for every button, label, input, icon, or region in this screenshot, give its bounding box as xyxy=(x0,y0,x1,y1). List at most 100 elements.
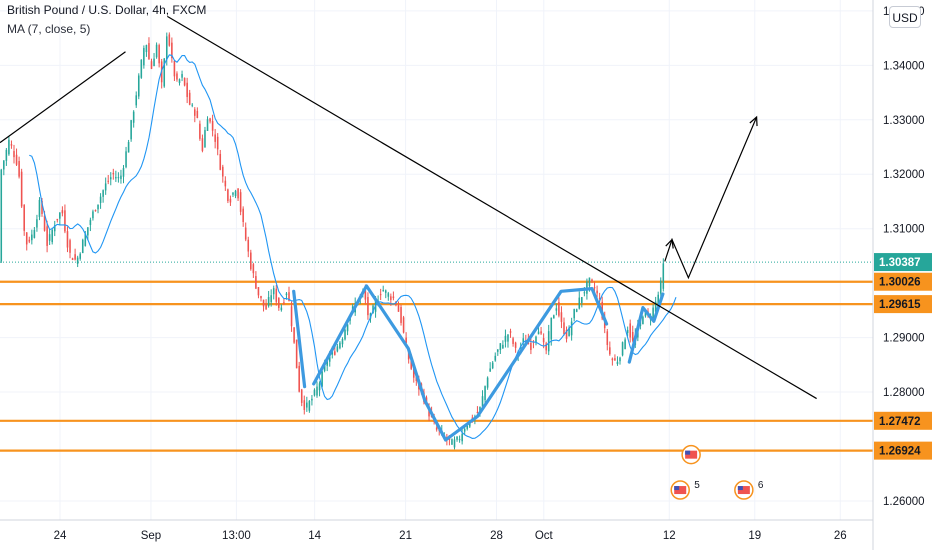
x-tick-label: 14 xyxy=(308,530,321,542)
candle-body xyxy=(15,154,18,165)
candle-body xyxy=(652,307,654,320)
candle-body xyxy=(583,292,586,294)
x-axis-labels: 24 Sep 13:00 14 21 28 Oct 12 19 26 xyxy=(54,530,847,542)
candle-body xyxy=(458,439,461,441)
candle-body xyxy=(578,297,581,309)
x-tick-label: 26 xyxy=(834,530,847,542)
candle-body xyxy=(306,402,308,408)
candle-body xyxy=(222,166,224,177)
candle-body xyxy=(140,59,143,78)
candle-body xyxy=(463,428,466,432)
level-tag-label: 1.26924 xyxy=(879,446,921,458)
candle-body xyxy=(61,210,64,214)
candle-body xyxy=(507,334,509,342)
candle-body xyxy=(466,425,469,429)
price-tags: 1.30387 1.30026 1.29615 1.27472 1.26924 xyxy=(874,253,932,460)
candle-body xyxy=(392,296,395,299)
y-tick-label: 1.33000 xyxy=(883,115,925,127)
candle-body xyxy=(514,342,517,348)
candle-body xyxy=(611,358,614,361)
candle-body xyxy=(479,406,481,411)
candle-body xyxy=(87,227,89,236)
candle-body xyxy=(367,297,369,316)
candle-body xyxy=(491,362,494,369)
y-tick-label: 1.31000 xyxy=(883,224,925,236)
candle-body xyxy=(642,316,644,325)
trend-line xyxy=(167,15,817,400)
y-tick-label: 1.34000 xyxy=(883,60,925,72)
y-tick-label: 1.26000 xyxy=(883,496,925,508)
candle-body xyxy=(591,279,593,282)
candle-body xyxy=(163,58,166,87)
candle-body xyxy=(550,317,553,340)
event-marker[interactable]: 5 xyxy=(670,480,700,500)
candle-body xyxy=(31,234,33,241)
candle-body xyxy=(168,34,171,46)
candle-body xyxy=(308,400,311,411)
candle-body xyxy=(191,104,194,106)
candle-body xyxy=(402,317,405,333)
candle-body xyxy=(621,342,624,356)
candle-body xyxy=(209,118,211,122)
candle-body xyxy=(232,192,234,195)
candle-body xyxy=(79,253,81,259)
candle-body xyxy=(659,280,662,294)
candle-body xyxy=(407,350,410,360)
candle-body xyxy=(412,368,415,378)
moving-average xyxy=(29,54,677,439)
indicator-label: MA (7, close, 5) xyxy=(7,22,91,36)
candle-body xyxy=(244,227,247,240)
candle-body xyxy=(214,134,216,142)
candle-body xyxy=(234,190,237,196)
zigzag-line xyxy=(312,284,609,442)
x-tick-label: 13:00 xyxy=(222,530,251,542)
candle-body xyxy=(158,45,160,64)
candle-body xyxy=(224,180,227,187)
candle-body xyxy=(23,205,25,231)
candle-body xyxy=(56,218,59,221)
candle-body xyxy=(143,48,145,66)
candle-body xyxy=(535,336,537,342)
candle-body xyxy=(5,149,8,161)
candle-body xyxy=(193,109,196,116)
candle-body xyxy=(313,389,316,396)
candle-body xyxy=(326,361,328,366)
candle-body xyxy=(614,358,616,361)
candle-body xyxy=(38,199,41,217)
candle-body xyxy=(619,357,621,362)
candle-body xyxy=(171,42,173,59)
candle-body xyxy=(336,346,339,352)
candle-body xyxy=(64,210,66,232)
candle-body xyxy=(290,306,293,327)
candle-body xyxy=(311,398,313,401)
candle-body xyxy=(247,239,250,252)
candle-body xyxy=(631,332,634,341)
candle-body xyxy=(384,290,387,293)
axes xyxy=(0,0,874,550)
currency-button[interactable]: USD xyxy=(889,6,921,28)
candle-body xyxy=(303,400,306,410)
candle-body xyxy=(36,219,38,228)
chart-header-symbol[interactable]: British Pound / U.S. Dollar, 4h, FXCM xyxy=(7,3,206,17)
candle-body xyxy=(242,208,244,223)
candle-body xyxy=(323,364,326,371)
level-tag-bg xyxy=(874,441,932,460)
x-tick-label: 24 xyxy=(54,530,67,542)
chart-header-indicator[interactable]: MA (7, close, 5) xyxy=(7,22,90,36)
candle-body xyxy=(563,322,565,335)
candle-body xyxy=(43,215,46,231)
event-marker[interactable]: 6 xyxy=(734,480,764,500)
event-marker[interactable] xyxy=(681,444,701,465)
candle-body xyxy=(219,153,222,170)
candle-body xyxy=(662,263,665,289)
candle-body xyxy=(547,331,550,352)
event-count: 6 xyxy=(758,480,764,491)
candle-body xyxy=(530,343,532,350)
candle-body xyxy=(53,225,56,232)
candle-body xyxy=(237,188,239,199)
candle-body xyxy=(92,211,94,219)
arrow-head xyxy=(749,115,758,127)
candle-body xyxy=(504,335,507,342)
